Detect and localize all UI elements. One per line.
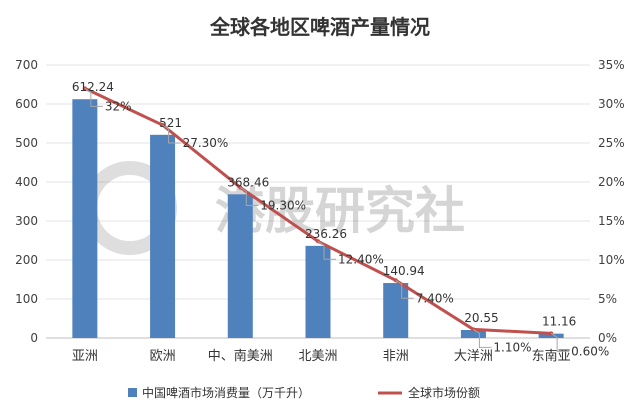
leader-line <box>550 332 570 352</box>
line-value-label: 0.60% <box>571 344 609 358</box>
leader-line <box>395 279 414 299</box>
bar-series <box>72 99 564 338</box>
leader-line <box>162 124 181 144</box>
y-right-tick-label: 5% <box>598 292 617 306</box>
x-tick-label: 中、南美洲 <box>208 348 273 364</box>
x-tick-label: 欧洲 <box>150 349 176 364</box>
y-right-tick-label: 10% <box>598 253 625 267</box>
line-value-label: 1.10% <box>493 340 531 354</box>
y-left-tick-label: 0 <box>30 331 38 345</box>
y-left-tick-label: 500 <box>15 136 38 150</box>
leader-line <box>473 329 492 348</box>
watermark-text: 港股研究社 <box>215 182 465 240</box>
data-labels: 612.24 521 368.46 236.26 140.94 20.55 11.16 32%… <box>72 80 609 358</box>
y-right-tick-label: 35% <box>598 58 625 72</box>
axes: 0 100 200 300 400 500 600 700 0% 5% 10% 15% 20% 25% 30… <box>15 58 625 364</box>
leader-line <box>317 240 336 260</box>
bar-value-label: 368.46 <box>227 175 269 189</box>
bar <box>305 245 331 338</box>
line-value-label: 12.40% <box>338 252 384 266</box>
bar-value-label: 521 <box>159 116 182 130</box>
line-value-label: 32% <box>105 99 132 113</box>
legend-label-line: 全球市场份额 <box>408 385 480 400</box>
y-left-tick-label: 100 <box>15 292 38 306</box>
y-right-tick-label: 20% <box>598 175 625 189</box>
x-tick-label: 亚洲 <box>72 349 98 364</box>
y-right-tick-label: 30% <box>598 97 625 111</box>
bar-value-label: 612.24 <box>72 80 114 94</box>
bar <box>227 194 253 338</box>
y-left-tick-label: 600 <box>15 97 38 111</box>
y-right-tick-label: 15% <box>598 214 625 228</box>
x-tick-label: 非洲 <box>383 349 409 364</box>
x-tick-label: 大洋洲 <box>454 349 493 364</box>
x-tick-label: 北美洲 <box>298 349 337 364</box>
y-left-tick-label: 300 <box>15 214 38 228</box>
y-left-tick-label: 400 <box>15 175 38 189</box>
bar-value-label: 11.16 <box>542 315 576 329</box>
bar <box>72 99 98 338</box>
bar-value-label: 236.26 <box>305 227 347 241</box>
legend-label-bars: 中国啤酒市场消费量（万千升） <box>142 385 310 400</box>
bar-value-label: 20.55 <box>464 311 498 325</box>
line-value-label: 27.30% <box>183 136 229 150</box>
legend-swatch-bars <box>128 388 137 397</box>
leader-line <box>240 187 259 206</box>
bar <box>150 134 176 338</box>
y-left-tick-label: 200 <box>15 253 38 267</box>
line-value-label: 19.30% <box>260 198 306 212</box>
x-tick-label: 东南亚 <box>532 348 571 364</box>
y-right-tick-label: 25% <box>598 136 625 150</box>
chart-title: 全球各地区啤酒产量情况 <box>209 15 430 39</box>
y-right-tick-label: 0% <box>598 331 617 345</box>
bar-value-label: 140.94 <box>383 264 425 278</box>
bar <box>383 283 409 338</box>
y-left-tick-label: 700 <box>15 58 38 72</box>
legend: 中国啤酒市场消费量（万千升） 全球市场份额 <box>128 385 480 400</box>
line-value-label: 7.40% <box>416 291 454 305</box>
leader-line <box>84 87 103 107</box>
bar <box>460 329 486 338</box>
bar <box>538 333 564 338</box>
